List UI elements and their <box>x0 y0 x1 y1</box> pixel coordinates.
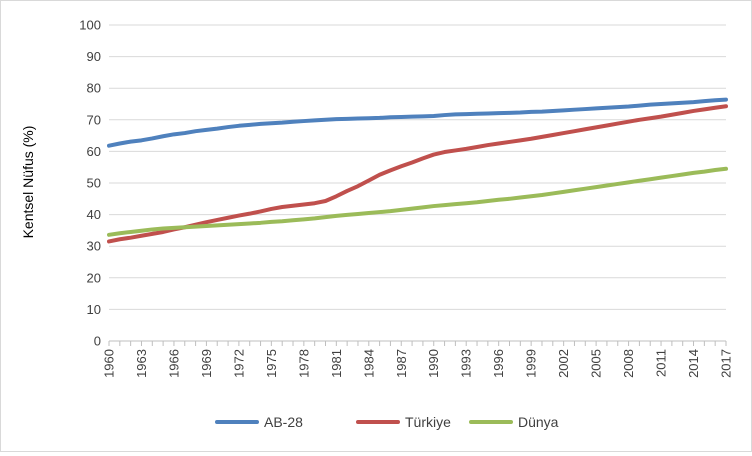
x-tick-label: 1990 <box>426 349 441 378</box>
y-tick-label: 30 <box>87 239 101 254</box>
y-tick-label: 10 <box>87 302 101 317</box>
x-tick-label: 1963 <box>134 349 149 378</box>
legend-label: AB-28 <box>264 414 303 430</box>
x-tick-label: 2011 <box>654 349 669 377</box>
x-tick-label: 1984 <box>361 349 376 378</box>
x-tick-label: 2014 <box>686 349 701 378</box>
x-tick-label: 1993 <box>459 349 474 378</box>
x-tick-label: 1972 <box>231 349 246 378</box>
y-tick-label: 80 <box>87 81 101 96</box>
x-tick-label: 2002 <box>556 349 571 378</box>
x-tick-label: 1996 <box>491 349 506 378</box>
x-axis-ticks: 1960 1963 1966 1969 1972 1975 1978 1981 1984 1987… <box>102 341 734 378</box>
x-tick-label: 1987 <box>394 349 409 378</box>
y-axis-label: Kentsel Nüfus (%) <box>20 126 36 239</box>
x-tick-label: 1981 <box>329 349 344 378</box>
y-tick-label: 40 <box>87 207 101 222</box>
y-axis-ticks: 0 10 20 30 40 50 60 70 80 90 100 <box>79 18 101 349</box>
x-tick-label: 1969 <box>199 349 214 378</box>
x-tick-label: 1978 <box>296 349 311 378</box>
x-tick-label: 1960 <box>102 349 117 378</box>
x-tick-label: 2005 <box>589 349 604 378</box>
legend-label: Dünya <box>518 414 559 430</box>
gridlines <box>109 24 726 342</box>
series-line-2 <box>107 166 728 237</box>
y-tick-label: 50 <box>87 176 101 191</box>
x-tick-label: 2017 <box>719 349 734 378</box>
y-tick-label: 60 <box>87 144 101 159</box>
y-tick-label: 70 <box>87 112 101 127</box>
legend-label: Türkiye <box>405 414 451 430</box>
x-tick-label: 1966 <box>166 349 181 378</box>
series-lines <box>107 97 728 244</box>
legend: AB-28 Türkiye Dünya <box>215 414 559 430</box>
y-tick-label: 90 <box>87 49 101 64</box>
series-line-0 <box>107 97 728 148</box>
x-tick-label: 2008 <box>621 349 636 378</box>
x-tick-label: 1999 <box>524 349 539 378</box>
y-tick-label: 100 <box>79 18 101 33</box>
x-tick-label: 1975 <box>264 349 279 378</box>
series-line-1 <box>107 104 728 244</box>
y-tick-label: 20 <box>87 270 101 285</box>
y-tick-label: 0 <box>94 334 101 349</box>
